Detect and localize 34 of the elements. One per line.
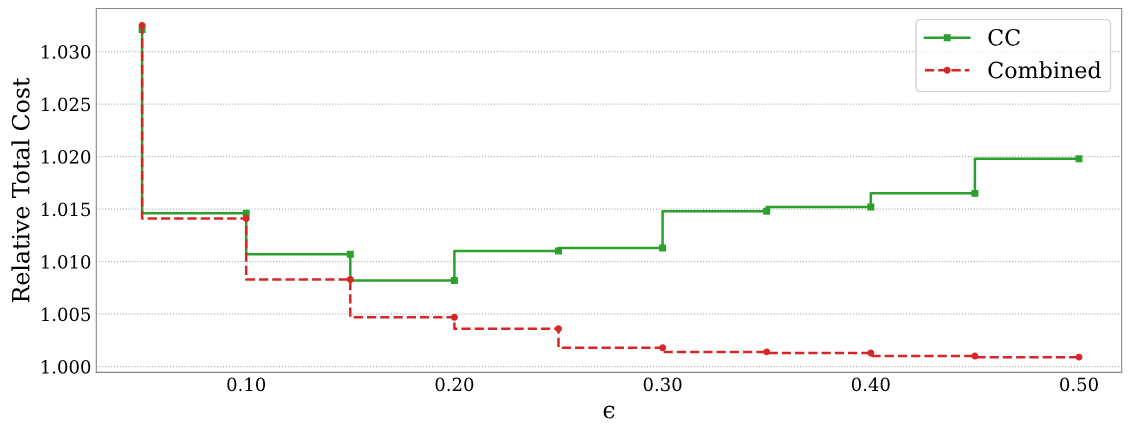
point [867,203,875,211]
y-axis-title: Relative Total Cost [11,77,30,303]
point [971,189,979,197]
x-axis-title: ϵ [603,405,615,419]
point [242,215,250,223]
point [971,352,979,360]
point [659,344,667,352]
point [1075,353,1083,361]
x-tick-label: 0.30 [643,377,682,392]
x-tick-label: 0.40 [851,377,890,392]
y-tick-label: 1.030 [41,45,91,59]
point [555,247,562,255]
y-tick-label: 1.000 [41,360,91,374]
point [450,277,458,284]
point [867,349,875,357]
x-tick-label: 0.50 [1060,377,1098,392]
point [346,275,354,283]
point [138,21,146,29]
point [555,325,562,333]
y-tick-label: 1.010 [41,255,91,269]
x-tick-label: 0.10 [227,377,266,392]
legend-label: CC [988,28,1020,46]
x-tick-label: 0.20 [435,377,474,392]
y-tick-label: 1.005 [41,307,91,322]
point [659,244,667,252]
point [1075,155,1083,163]
point [763,348,771,356]
point [346,250,354,258]
legend-label: Combined [988,61,1102,79]
y-tick-label: 1.025 [41,97,91,112]
y-tick-label: 1.015 [41,202,91,217]
point [450,313,458,321]
y-tick-label: 1.020 [41,150,91,164]
point [763,207,771,215]
